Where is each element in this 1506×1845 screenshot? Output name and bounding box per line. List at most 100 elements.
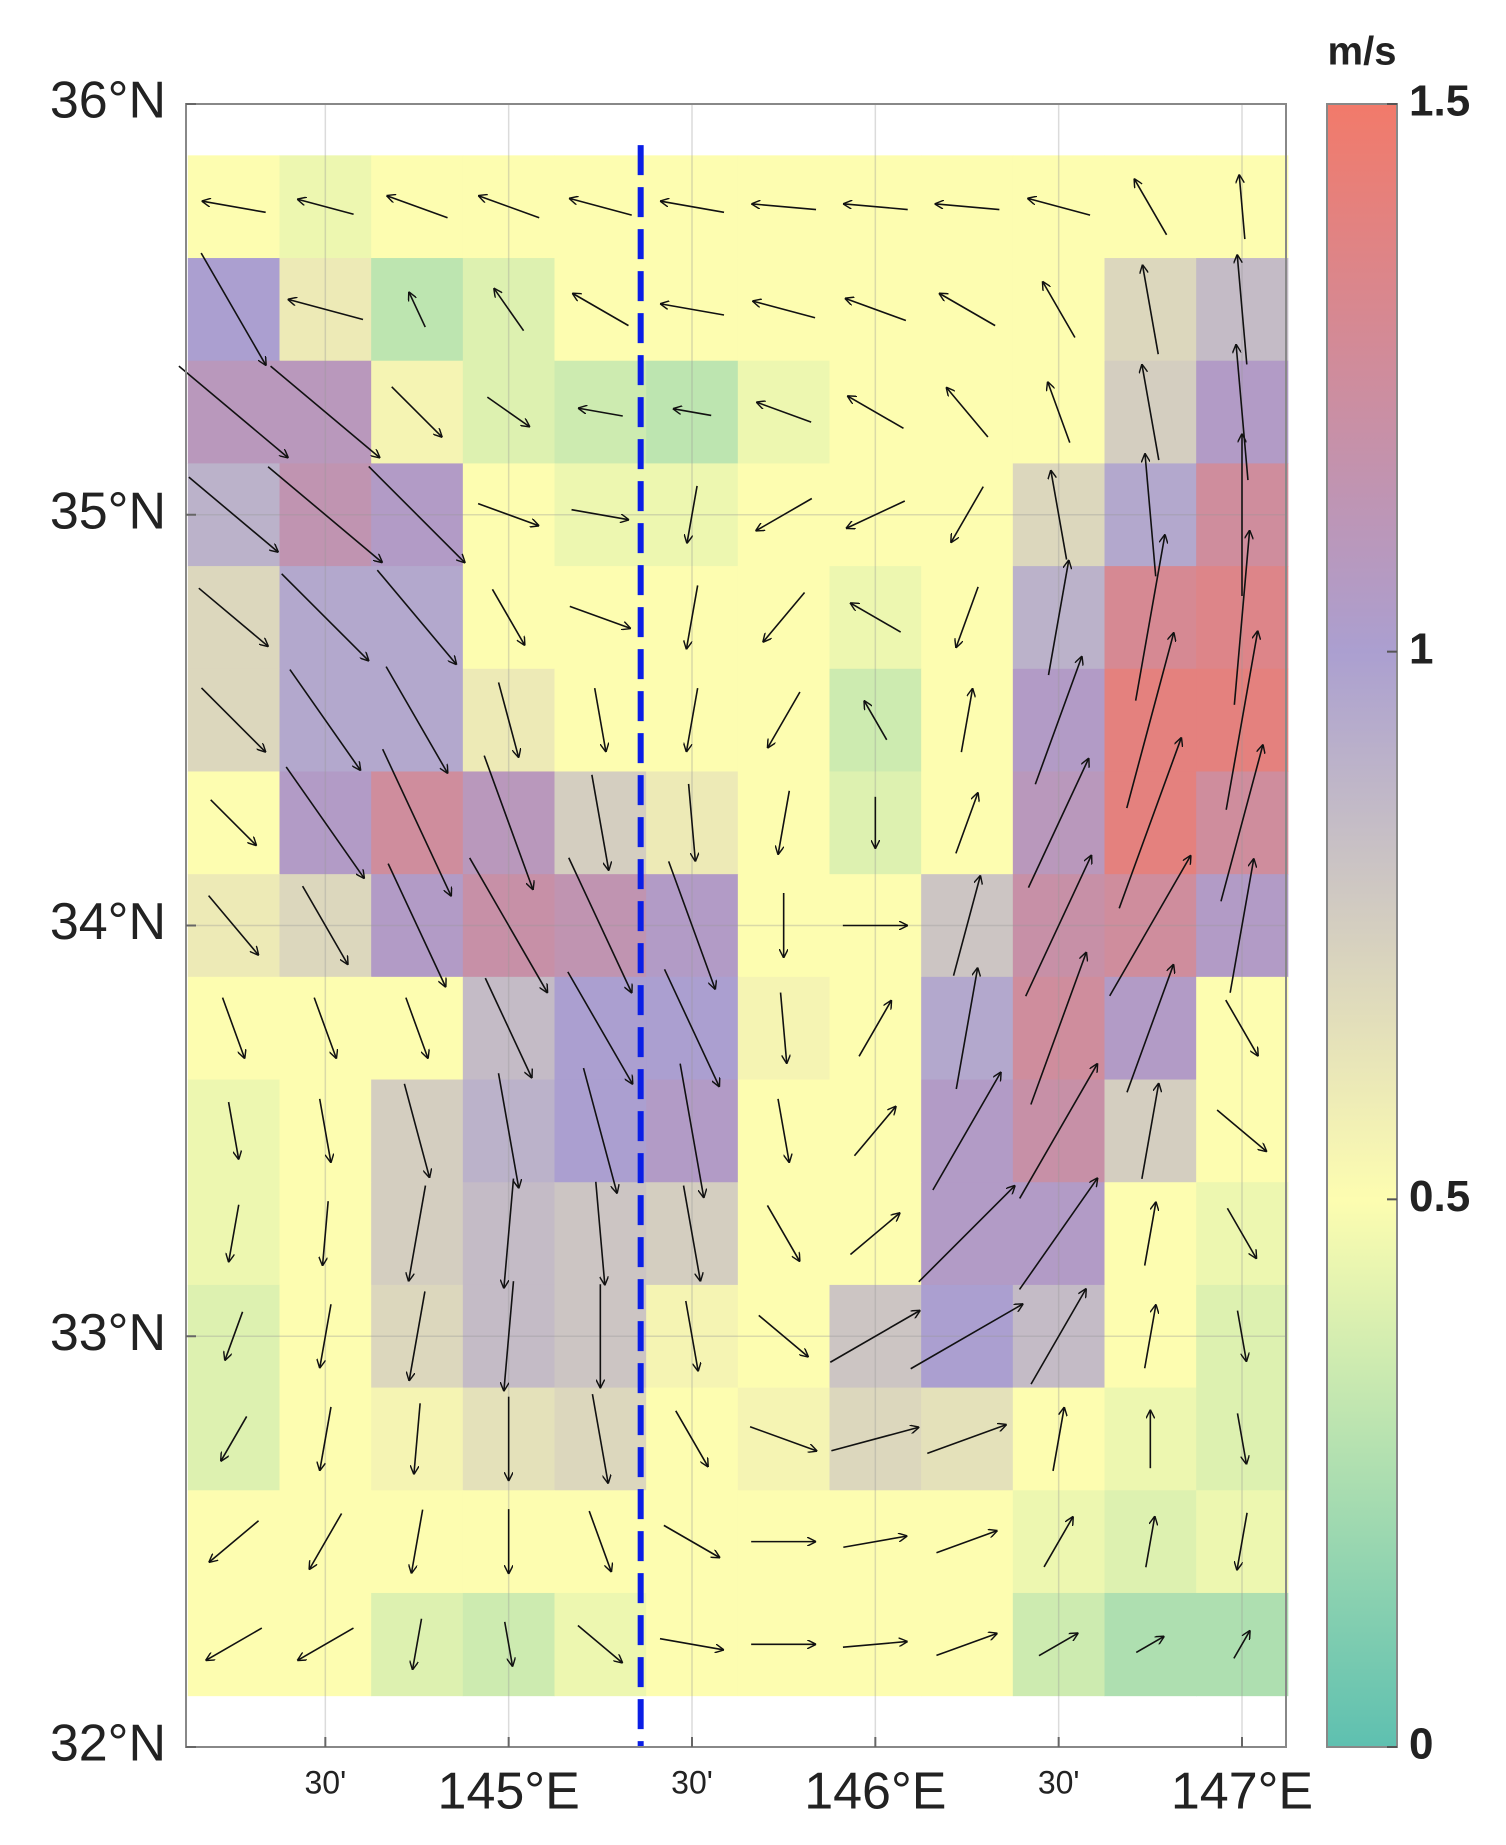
velocity-arrow xyxy=(936,1633,997,1657)
velocity-arrow xyxy=(593,687,606,752)
velocity-arrow xyxy=(763,592,806,643)
velocity-arrow xyxy=(1237,254,1248,365)
velocity-arrow xyxy=(229,1204,240,1263)
velocity-arrow xyxy=(1024,855,1092,997)
velocity-arrow xyxy=(571,508,630,520)
velocity-arrow xyxy=(1048,382,1071,443)
velocity-arrow xyxy=(673,409,712,417)
velocity-arrow xyxy=(569,198,632,216)
velocity-arrow xyxy=(767,691,801,748)
velocity-arrow xyxy=(206,1627,263,1661)
y-tick-label: 34°N xyxy=(50,893,166,951)
velocity-arrow xyxy=(387,863,446,988)
velocity-arrow xyxy=(200,687,265,752)
velocity-arrow xyxy=(910,1304,1024,1370)
velocity-arrow xyxy=(210,799,257,846)
velocity-arrow xyxy=(376,569,456,665)
velocity-arrow xyxy=(667,861,716,989)
velocity-arrow xyxy=(281,573,369,661)
x-tick-label: 147°E xyxy=(1171,1763,1313,1821)
velocity-arrow xyxy=(1018,1063,1098,1199)
velocity-arrow xyxy=(202,201,266,214)
velocity-arrow xyxy=(960,688,972,753)
velocity-arrow xyxy=(864,700,888,741)
velocity-arrow xyxy=(1220,744,1263,902)
velocity-arrow xyxy=(846,500,906,528)
velocity-arrow xyxy=(955,967,977,1090)
velocity-arrow xyxy=(758,1314,809,1357)
velocity-arrow xyxy=(935,204,1000,211)
velocity-arrow xyxy=(946,387,989,438)
x-tick-label: 145°E xyxy=(438,1763,580,1821)
colorbar-tick-label: 1.5 xyxy=(1409,77,1470,126)
velocity-arrow xyxy=(178,365,289,458)
velocity-arrow xyxy=(270,365,381,458)
velocity-arrow xyxy=(1109,855,1191,997)
velocity-arrow xyxy=(1135,1636,1164,1654)
x-tick-label: 146°E xyxy=(804,1763,946,1821)
velocity-arrow xyxy=(411,1509,424,1574)
x-tick-label: 30' xyxy=(671,1764,713,1800)
velocity-arrow xyxy=(403,1083,429,1178)
velocity-arrow xyxy=(843,204,908,211)
velocity-arrow xyxy=(1030,1288,1086,1385)
velocity-arrow xyxy=(1237,1512,1248,1571)
velocity-arrow xyxy=(1225,999,1259,1056)
velocity-arrow xyxy=(484,977,532,1078)
velocity-arrow xyxy=(932,1072,1001,1191)
velocity-arrow xyxy=(595,1181,605,1286)
velocity-arrow xyxy=(381,748,452,896)
velocity-arrow xyxy=(200,252,266,366)
velocity-arrow xyxy=(843,1536,907,1549)
velocity-arrow xyxy=(685,1300,698,1371)
velocity-arrow xyxy=(1030,952,1087,1105)
velocity-arrow xyxy=(777,1098,789,1163)
velocity-arrow xyxy=(414,1403,421,1474)
y-tick-label: 36°N xyxy=(50,72,166,130)
velocity-arrow xyxy=(1118,737,1181,909)
velocity-arrow xyxy=(756,497,813,532)
velocity-arrow xyxy=(313,997,336,1059)
velocity-arrow xyxy=(936,1531,997,1554)
velocity-arrow xyxy=(198,587,269,646)
velocity-arrow xyxy=(675,1410,709,1467)
velocity-arrow xyxy=(1043,1516,1073,1568)
velocity-arrow xyxy=(1141,1083,1159,1180)
velocity-arrow xyxy=(1236,1310,1246,1362)
velocity-arrow xyxy=(221,1416,248,1461)
velocity-arrow xyxy=(578,408,623,417)
velocity-arrow xyxy=(318,1098,331,1163)
velocity-arrow xyxy=(1225,631,1258,810)
velocity-arrow xyxy=(1018,1178,1098,1290)
velocity-arrow xyxy=(297,199,354,216)
velocity-arrow xyxy=(829,1310,920,1363)
velocity-arrow xyxy=(659,1637,724,1650)
velocity-arrow xyxy=(749,1425,817,1451)
velocity-arrow xyxy=(918,1185,1016,1283)
velocity-arrow xyxy=(955,792,978,854)
velocity-arrow xyxy=(853,1106,896,1157)
velocity-arrow xyxy=(779,992,787,1064)
velocity-arrow xyxy=(267,466,383,563)
velocity-arrow xyxy=(1134,534,1165,701)
velocity-arrow xyxy=(686,687,699,752)
velocity-arrow xyxy=(679,1063,704,1198)
velocity-arrow xyxy=(591,774,609,871)
velocity-arrow xyxy=(297,1627,354,1661)
velocity-arrow xyxy=(847,396,904,430)
velocity-arrow xyxy=(391,386,443,438)
velocity-arrow xyxy=(227,1101,239,1160)
velocity-arrow xyxy=(1239,174,1246,240)
velocity-arrow xyxy=(320,1406,332,1471)
velocity-arrow xyxy=(188,476,279,552)
colorbar-tick-label: 0 xyxy=(1409,1720,1433,1769)
velocity-arrow xyxy=(504,1281,515,1391)
velocity-arrow xyxy=(503,1621,513,1667)
velocity-arrow xyxy=(569,605,631,628)
velocity-arrow xyxy=(1126,964,1174,1093)
colorbar-tick-label: 0.5 xyxy=(1409,1172,1470,1221)
velocity-arrow xyxy=(1027,758,1088,888)
velocity-arrow xyxy=(1236,344,1249,481)
velocity-arrow xyxy=(1134,179,1168,236)
velocity-arrow xyxy=(663,968,720,1087)
